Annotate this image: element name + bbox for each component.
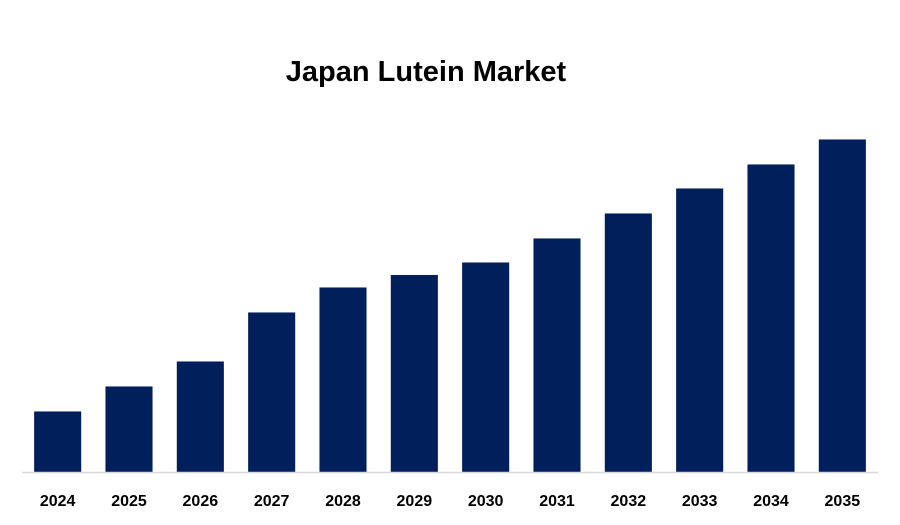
bar-2033 [676,188,724,472]
bar-2028 [319,287,367,472]
chart-title: Japan Lutein Market [285,56,567,88]
x-tick-label: 2029 [397,493,433,510]
bar-2026 [176,361,224,472]
x-tick-labels: 2024 2025 2026 2027 2028 2029 2030 2031 2032 2033… [40,493,860,510]
bar-2035 [818,139,866,472]
x-tick-label: 2026 [183,493,219,510]
bar-2032 [604,213,652,472]
x-tick-label: 2027 [254,493,290,510]
bar-2030 [462,262,510,472]
x-tick-label: 2033 [682,493,718,510]
bar-2027 [248,312,296,472]
x-tick-label: 2034 [753,493,789,510]
x-tick-label: 2025 [111,493,147,510]
bar-2025 [105,386,153,472]
x-tick-label: 2024 [40,493,76,510]
bar-2024 [34,411,82,472]
x-tick-label: 2028 [325,493,361,510]
x-tick-label: 2031 [539,493,575,510]
bar-2029 [390,274,438,472]
bar-2031 [533,238,581,472]
bar-2034 [747,164,795,472]
bars-layer [34,139,866,472]
x-tick-label: 2030 [468,493,504,510]
x-tick-label: 2032 [611,493,647,510]
x-tick-label: 2035 [825,493,861,510]
